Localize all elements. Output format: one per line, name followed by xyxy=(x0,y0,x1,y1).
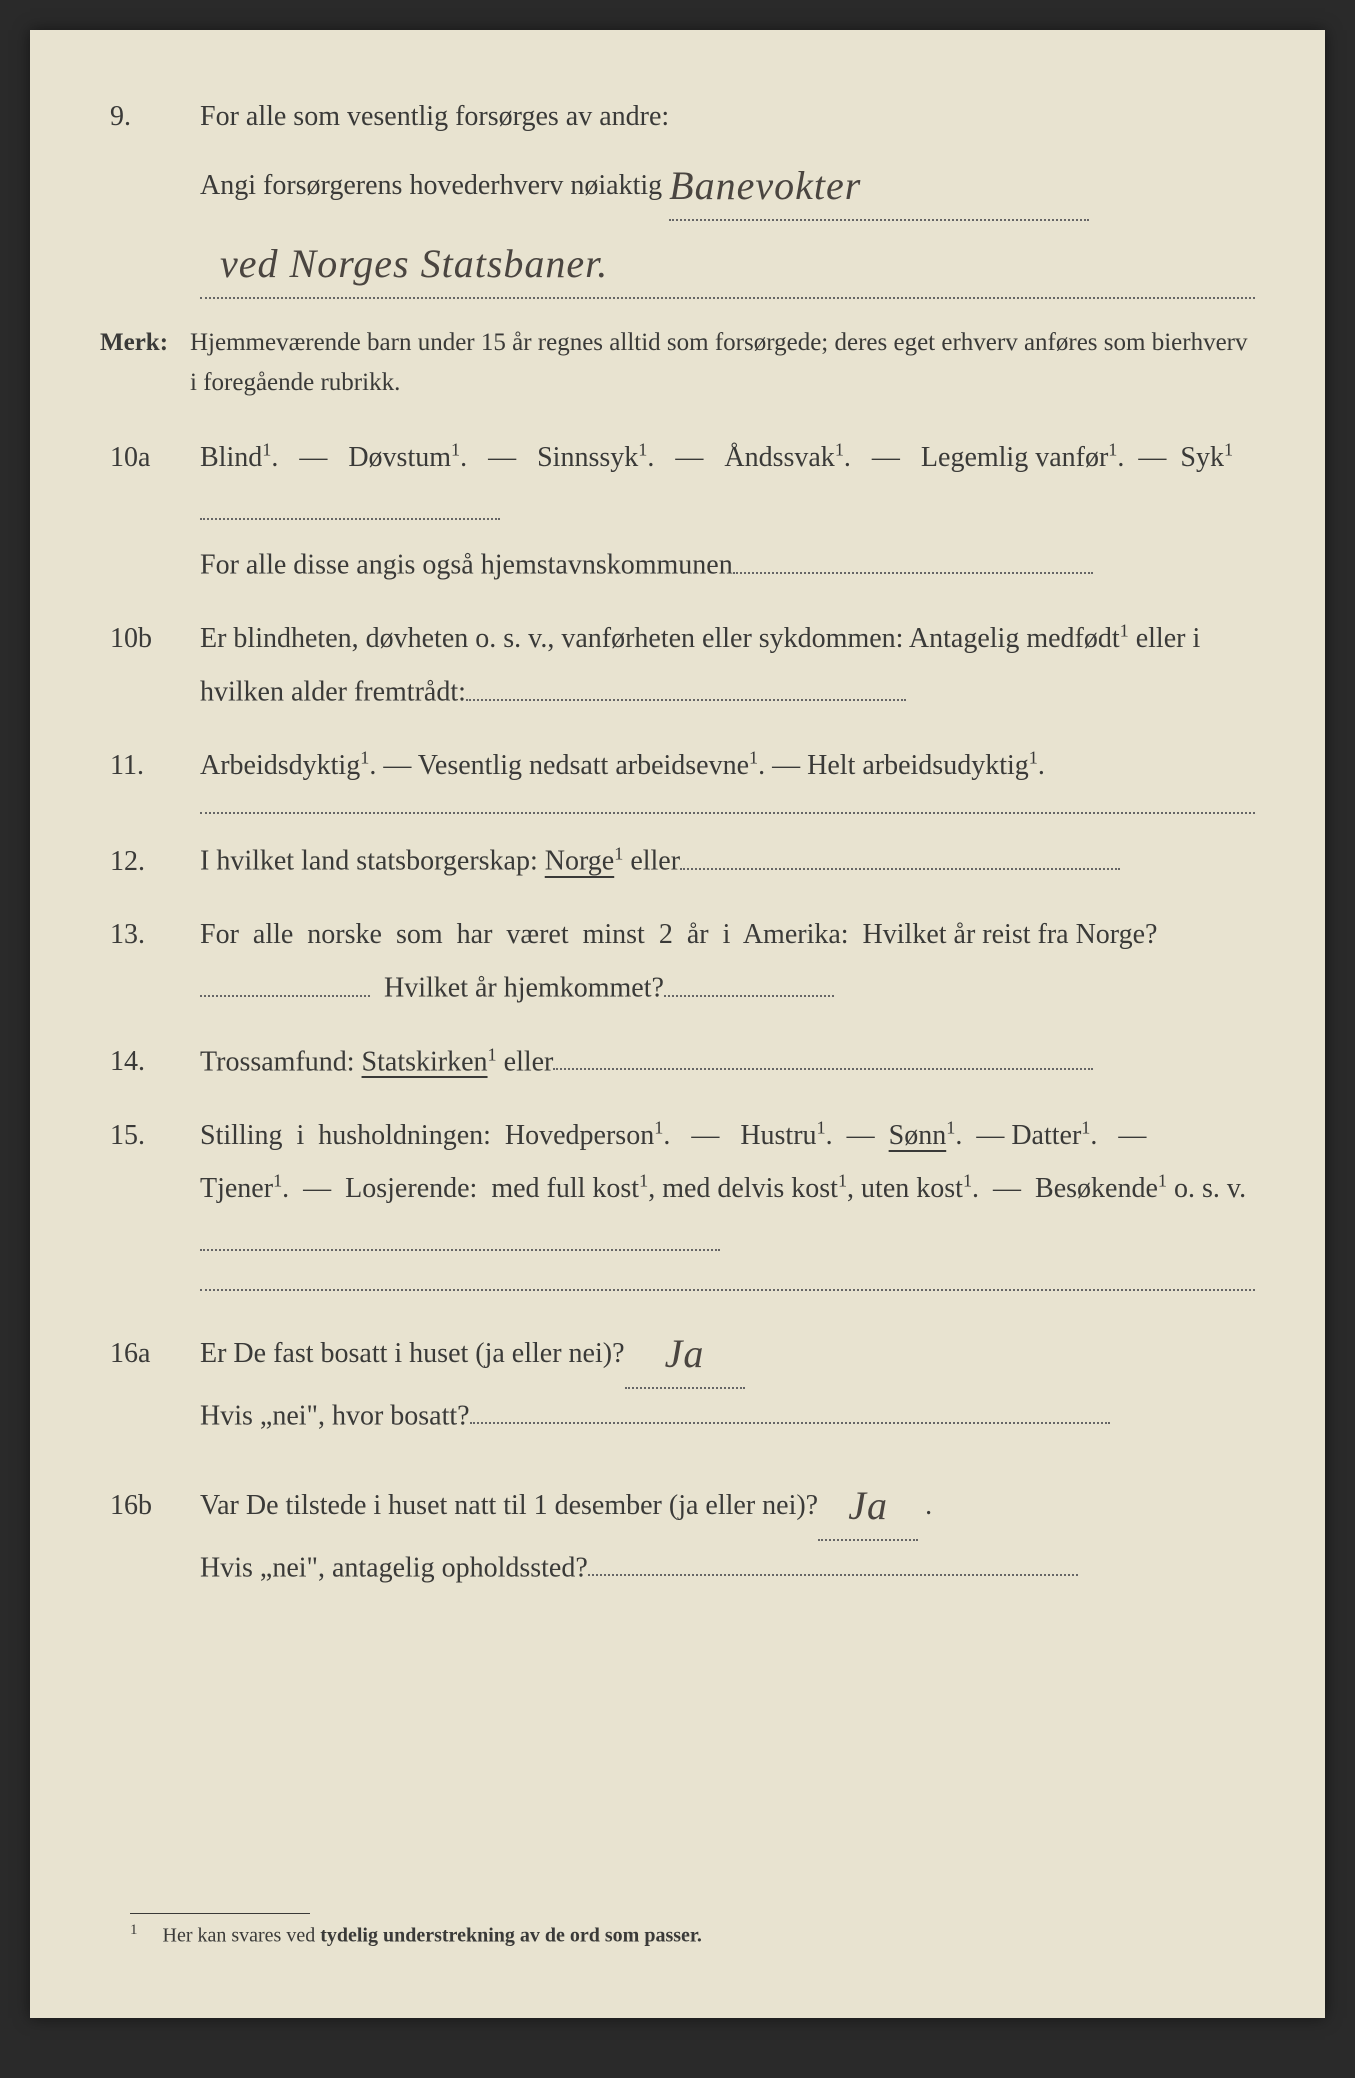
q16a-text1: Er De fast bosatt i huset (ja eller nei)… xyxy=(200,1338,625,1369)
q16b-text1: Var De tilstede i huset natt til 1 desem… xyxy=(200,1490,818,1521)
q14-underlined: Statskirken xyxy=(362,1046,488,1077)
q9-handwritten1: Banevokter xyxy=(669,163,861,208)
q10a-line2: For alle disse angis også hjemstavnskomm… xyxy=(200,538,1255,592)
q16b-row: 16b Var De tilstede i huset natt til 1 d… xyxy=(100,1463,1255,1595)
q15-number: 15. xyxy=(100,1109,200,1162)
q16b-line1: Var De tilstede i huset natt til 1 desem… xyxy=(200,1463,1255,1541)
q13-number: 13. xyxy=(100,908,200,961)
q11-row: 11. Arbeidsdyktig1. — Vesentlig nedsatt … xyxy=(100,739,1255,792)
q10a-options: Blind1. — Døvstum1. — Sinnssyk1. — Åndss… xyxy=(200,431,1255,538)
q16b-text2: Hvis „nei", antagelig opholdssted? xyxy=(200,1552,588,1583)
q9-fill1: Banevokter xyxy=(669,143,1089,221)
q10b-number: 10b xyxy=(100,612,200,665)
footnote-num: 1 xyxy=(130,1922,138,1938)
q11-content: Arbeidsdyktig1. — Vesentlig nedsatt arbe… xyxy=(200,739,1255,792)
q15-content: Stilling i husholdningen: Hovedperson1. … xyxy=(200,1109,1255,1269)
q12-row: 12. I hvilket land statsborgerskap: Norg… xyxy=(100,834,1255,888)
merk-row: Merk: Hjemmeværende barn under 15 år reg… xyxy=(100,319,1255,403)
q16a-answer: Ja xyxy=(665,1331,705,1376)
q16b-number: 16b xyxy=(100,1479,200,1532)
q9-content: For alle som vesentlig forsørges av andr… xyxy=(200,90,1255,299)
q16b-answer: Ja xyxy=(848,1483,888,1528)
q9-handwritten2: ved Norges Statsbaner. xyxy=(200,241,608,286)
q10a-number: 10a xyxy=(100,431,200,484)
q9-line2-label: Angi forsørgerens hovederhverv nøiaktig xyxy=(200,170,662,201)
q15-underlined: Sønn xyxy=(889,1120,947,1151)
q10a-content: Blind1. — Døvstum1. — Sinnssyk1. — Åndss… xyxy=(200,431,1255,592)
q14-content: Trossamfund: Statskirken1 eller xyxy=(200,1035,1255,1089)
divider-1 xyxy=(200,812,1255,814)
q9-line2: Angi forsørgerens hovederhverv nøiaktig … xyxy=(200,143,1255,221)
q16a-text2: Hvis „nei", hvor bosatt? xyxy=(200,1400,470,1431)
q10a-row: 10a Blind1. — Døvstum1. — Sinnssyk1. — Å… xyxy=(100,431,1255,592)
census-form-page: 9. For alle som vesentlig forsørges av a… xyxy=(30,30,1325,2018)
q12-content: I hvilket land statsborgerskap: Norge1 e… xyxy=(200,834,1255,888)
q15-row: 15. Stilling i husholdningen: Hovedperso… xyxy=(100,1109,1255,1269)
q11-number: 11. xyxy=(100,739,200,792)
q10b-row: 10b Er blindheten, døvheten o. s. v., va… xyxy=(100,612,1255,719)
q16a-answer-fill: Ja xyxy=(625,1311,745,1389)
q16a-row: 16a Er De fast bosatt i huset (ja eller … xyxy=(100,1311,1255,1443)
footnote-before: Her kan svares ved xyxy=(163,1925,321,1947)
q10a-line2-text: For alle disse angis også hjemstavnskomm… xyxy=(200,550,733,581)
q14-row: 14. Trossamfund: Statskirken1 eller xyxy=(100,1035,1255,1089)
q12-number: 12. xyxy=(100,835,200,888)
q12-before: I hvilket land statsborgerskap: xyxy=(200,846,545,877)
divider-2 xyxy=(200,1289,1255,1291)
footnote-rule xyxy=(130,1913,310,1914)
merk-label: Merk: xyxy=(100,319,190,367)
q16a-number: 16a xyxy=(100,1327,200,1380)
q9-row: 9. For alle som vesentlig forsørges av a… xyxy=(100,90,1255,299)
q13-row: 13. For alle norske som har været minst … xyxy=(100,908,1255,1015)
footnote-bold: tydelig understrekning av de ord som pas… xyxy=(320,1925,702,1947)
q14-before: Trossamfund: xyxy=(200,1046,362,1077)
q9-line1: For alle som vesentlig forsørges av andr… xyxy=(200,90,1255,143)
merk-text: Hjemmeværende barn under 15 år regnes al… xyxy=(190,323,1255,403)
q12-underlined: Norge xyxy=(545,846,614,877)
q16b-content: Var De tilstede i huset natt til 1 desem… xyxy=(200,1463,1255,1595)
q14-number: 14. xyxy=(100,1035,200,1088)
q16a-line2: Hvis „nei", hvor bosatt? xyxy=(200,1389,1255,1443)
q16a-content: Er De fast bosatt i huset (ja eller nei)… xyxy=(200,1311,1255,1443)
q16b-line2: Hvis „nei", antagelig opholdssted? xyxy=(200,1541,1255,1595)
q16b-answer-fill: Ja xyxy=(818,1463,918,1541)
q9-fill2: ved Norges Statsbaner. xyxy=(200,221,1255,299)
q13-content: For alle norske som har været minst 2 år… xyxy=(200,908,1255,1015)
q16a-line1: Er De fast bosatt i huset (ja eller nei)… xyxy=(200,1311,1255,1389)
footnote: 1 Her kan svares ved tydelig understrekn… xyxy=(130,1913,702,1948)
q10b-content: Er blindheten, døvheten o. s. v., vanfør… xyxy=(200,612,1255,719)
q9-number: 9. xyxy=(100,90,200,143)
